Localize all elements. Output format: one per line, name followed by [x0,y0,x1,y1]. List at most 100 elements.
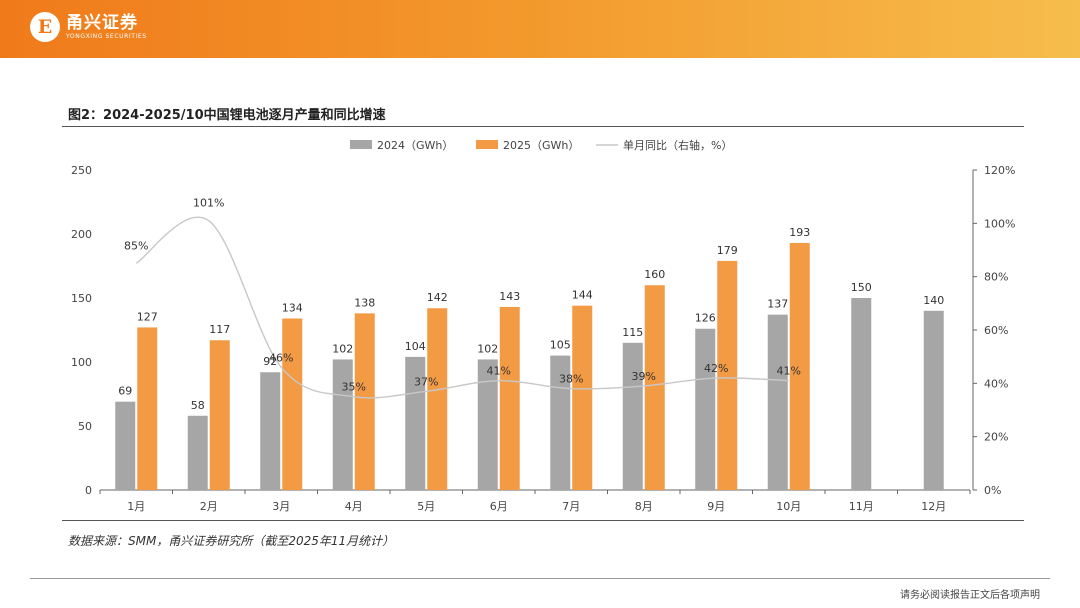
yoy-label: 41% [487,365,511,378]
bar-2025-label: 117 [209,323,230,336]
x-tick-label: 1月 [127,500,145,513]
disclaimer: 请务必阅读报告正文后各项声明 [900,590,1040,601]
bar-2024 [695,328,716,490]
footer-rule [30,578,1050,579]
header-banner: E 甬兴证券 YONGXING SECURITIES [0,0,1080,58]
bar-2024-label: 102 [477,342,498,355]
bar-2025-label: 142 [427,291,448,304]
bar-2025 [354,313,375,490]
y-left-tick-label: 50 [78,420,92,433]
bar-2024-label: 105 [550,339,571,352]
legend-label-2025: 2025（GWh） [503,139,579,152]
bar-2025-label: 143 [499,290,520,303]
bar-2024-label: 140 [923,294,944,307]
y-right-tick-label: 40% [984,377,1008,390]
bar-2024-label: 115 [622,326,643,339]
yoy-label: 38% [559,373,583,386]
bar-2025 [717,260,738,490]
yoy-label: 101% [193,197,224,210]
bar-2024-label: 126 [695,312,716,325]
x-tick-label: 3月 [272,500,290,513]
bar-2025-label: 134 [282,301,303,314]
bar-2024 [405,356,426,490]
x-tick-label: 5月 [417,500,435,513]
bar-2025 [572,305,593,490]
y-right-tick-label: 120% [984,164,1015,177]
bar-2024-label: 104 [405,340,426,353]
bar-2024 [767,314,788,490]
legend-label-2024: 2024（GWh） [377,139,453,152]
legend-swatch-2025 [476,140,498,149]
yoy-label: 35% [342,381,366,394]
company-logo: E 甬兴证券 YONGXING SECURITIES [30,12,147,42]
chart-legend: 2024（GWh） 2025（GWh） 单月同比（右轴，%） [350,138,732,152]
yoy-series-line [135,216,789,399]
chart-data-labels: 69 127 58 117 92 134 102 138 104 142 102 143 105 144 1… [118,197,944,412]
x-tick-label: 2月 [200,500,218,513]
y-right-tick-label: 60% [984,324,1008,337]
y-left-tick-label: 0 [85,484,92,497]
bar-2024-label: 102 [332,342,353,355]
x-tick-label: 8月 [635,500,653,513]
legend-swatch-2024 [350,140,372,149]
chart-yoy-line [135,216,789,399]
chart-bottom-rule [62,520,1024,521]
chart-axes: 0 50 100 150 200 250 0% 20% 40% 60% 80% 100% 120% 1月 2… [71,164,1015,513]
figure-title: 图2：2024-2025/10中国锂电池逐月产量和同比增速 [68,108,386,123]
bar-2024 [115,401,136,490]
x-tick-label: 10月 [776,500,801,513]
bar-2025 [499,306,520,490]
y-right-tick-label: 100% [984,217,1015,230]
bar-2025-label: 127 [137,310,158,323]
y-right-tick-label: 80% [984,271,1008,284]
bar-2024-label: 92 [263,355,277,368]
bar-2024 [187,415,208,490]
title-rule [62,126,1024,127]
source-note: 数据来源：SMM，甬兴证券研究所（截至2025年11月统计） [68,534,395,548]
bar-2024 [260,372,281,490]
bar-2025-label: 193 [789,226,810,239]
yoy-label: 37% [414,375,438,388]
y-right-tick-label: 20% [984,431,1008,444]
bar-2025-label: 138 [354,296,375,309]
bar-2025 [789,242,810,490]
yoy-label: 41% [777,365,801,378]
bar-2024-label: 58 [191,399,205,412]
yoy-label: 46% [269,351,293,364]
yoy-label: 85% [124,239,148,252]
bar-2024 [550,355,571,490]
y-left-tick-label: 250 [71,164,92,177]
y-left-tick-label: 150 [71,292,92,305]
x-tick-label: 4月 [345,500,363,513]
bar-2025 [282,318,303,490]
chart-bars [115,242,944,490]
y-right-tick-label: 0% [984,484,1001,497]
bar-2024 [332,359,353,490]
legend-label-yoy: 单月同比（右轴，%） [623,138,732,152]
bar-2025 [209,340,230,490]
yoy-label: 42% [704,362,728,375]
bar-2025 [644,285,665,490]
x-tick-label: 11月 [849,500,874,513]
x-tick-label: 12月 [921,500,946,513]
y-left-tick-label: 100 [71,356,92,369]
yoy-label: 39% [632,370,656,383]
bar-2024 [851,298,872,490]
logo-name-cn: 甬兴证券 [66,13,138,33]
bar-2024 [923,310,944,490]
bar-2025 [137,327,158,490]
x-tick-label: 9月 [707,500,725,513]
x-tick-label: 7月 [562,500,580,513]
bar-2025-label: 160 [644,268,665,281]
bar-2025 [427,308,448,490]
bar-2024-label: 137 [767,298,788,311]
logo-name-en: YONGXING SECURITIES [66,33,147,40]
logo-mark-icon: E [30,12,60,42]
bar-2024-label: 69 [118,385,132,398]
y-left-tick-label: 200 [71,228,92,241]
bar-2025-label: 144 [572,289,593,302]
bar-2024 [622,342,643,490]
x-tick-label: 6月 [490,500,508,513]
bar-2024 [477,359,498,490]
